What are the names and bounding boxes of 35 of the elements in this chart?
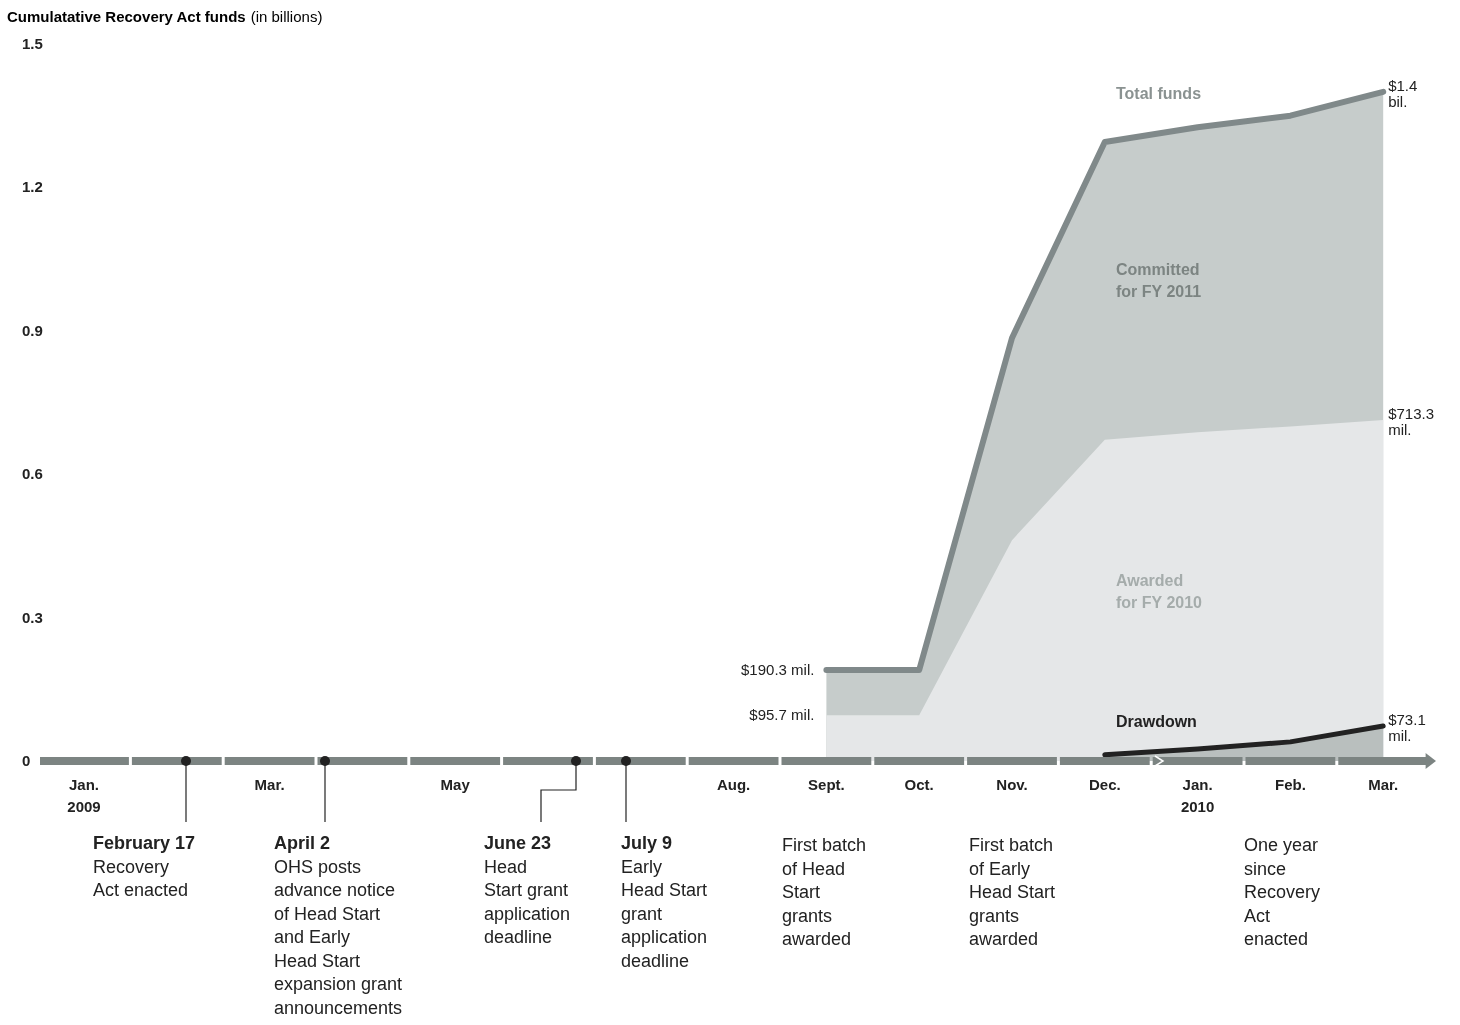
text: First batch of Early Head Start grants awarded	[969, 835, 1056, 949]
annotation: $713.3 mil.	[1388, 405, 1435, 439]
x-tick-label: Jan. 2009	[67, 776, 101, 815]
x-tick-label: Sept.	[808, 776, 845, 793]
chart-subtitle: (in billions)	[250, 8, 323, 25]
series-label: Awarded for FY 2010	[1116, 572, 1203, 612]
x-tick-label: Mar.	[1368, 776, 1399, 793]
y-tick-label: 0.3	[22, 608, 43, 626]
text: April 2 OHS posts advance notice of Head Start and Early Head Start expansion grant announcements	[274, 833, 403, 1018]
annotation: $95.7 mil.	[749, 706, 815, 724]
x-tick-label: Feb.	[1274, 776, 1306, 793]
text: July 9 Early Head Start grant application deadline	[621, 833, 708, 971]
annotation: Committed for FY 2011	[1116, 261, 1202, 300]
data-label: $1.4 bil.	[1388, 76, 1418, 110]
y-tick-label: 1.2	[22, 178, 43, 196]
x-tick-label: Dec.	[1088, 776, 1121, 793]
series-label: Drawdown	[1116, 712, 1197, 730]
x-tick-label: Oct.	[904, 776, 934, 793]
x-tick-label: May	[440, 776, 471, 793]
series-label: Total funds	[1116, 85, 1202, 103]
y-tick-label: 0.9	[22, 321, 43, 339]
x-tick-label: Mar.	[254, 776, 285, 793]
text: June 23 Head Start grant application deadline	[484, 833, 571, 947]
annotation: $190.3 mil.	[741, 661, 815, 679]
y-tick-label: 0	[22, 752, 31, 769]
x-tick-label: Nov.	[996, 776, 1028, 793]
chart-title: Cumulatative Recovery Act funds	[7, 8, 246, 25]
x-tick-label: Aug.	[716, 776, 751, 793]
y-tick-label: 0.6	[22, 465, 43, 483]
text: February 17 Recovery Act enacted	[93, 833, 196, 900]
text: First batch of Head Start grants awarded	[782, 835, 867, 949]
y-tick-label: 1.5	[22, 35, 43, 52]
text: One year since Recovery Act enacted	[1244, 835, 1321, 949]
annotation: $73.1 mil.	[1388, 711, 1426, 745]
x-tick-label: Jan. 2010	[1180, 776, 1215, 815]
